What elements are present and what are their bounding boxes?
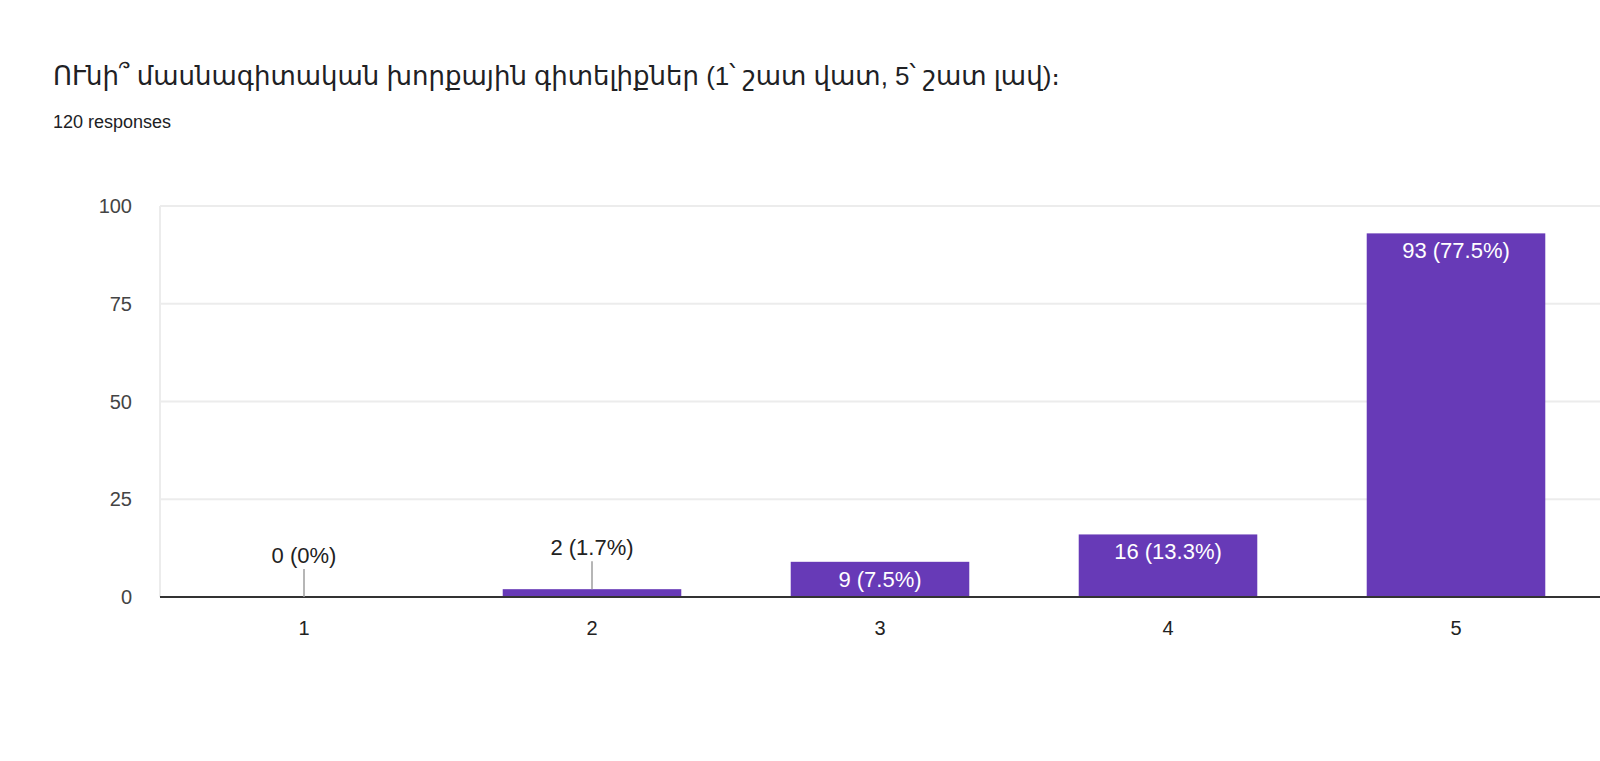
grid-line [160, 205, 1600, 207]
y-tick-label: 50 [110, 391, 132, 413]
chart-root: ՈՒնի՞ մասնագիտական խորքային գիտելիքներ (… [0, 0, 1600, 761]
grid-line [160, 596, 1600, 598]
y-tick-label: 75 [110, 293, 132, 315]
label-leader [591, 561, 593, 589]
x-tick-label: 1 [298, 617, 309, 639]
y-tick-label: 0 [121, 586, 132, 608]
x-tick-label: 4 [1162, 617, 1173, 639]
data-label: 2 (1.7%) [550, 535, 633, 560]
x-axis-line [160, 596, 1600, 598]
bar [1079, 534, 1258, 597]
title: ՈՒնի՞ մասնագիտական խորքային գիտելիքներ (… [53, 61, 1060, 91]
x-tick-label: 5 [1450, 617, 1461, 639]
grid [160, 206, 1600, 597]
data-label: 0 (0%) [272, 543, 337, 568]
x-tick-label: 2 [586, 617, 597, 639]
x-tick-label: 3 [874, 617, 885, 639]
bars [503, 233, 1546, 597]
chart-svg: ՈՒնի՞ մասնագիտական խորքային գիտելիքներ (… [0, 0, 1600, 761]
y-tick-label: 100 [99, 195, 132, 217]
bar [791, 562, 970, 597]
y-axis-line [159, 206, 161, 597]
data-label: 9 (7.5%) [838, 567, 921, 592]
data-label: 93 (77.5%) [1402, 238, 1510, 263]
data-label: 16 (13.3%) [1114, 539, 1222, 564]
label-leader [303, 569, 305, 597]
bar [503, 589, 682, 597]
subtitle: 120 responses [53, 112, 171, 132]
y-tick-label: 25 [110, 488, 132, 510]
bar [1367, 233, 1546, 597]
